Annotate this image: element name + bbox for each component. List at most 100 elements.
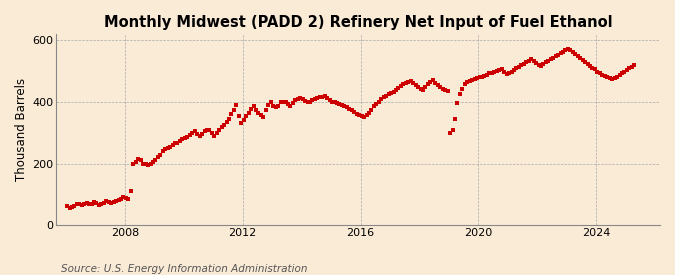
Point <box>226 112 237 116</box>
Point <box>388 90 399 94</box>
Point <box>543 59 554 63</box>
Point <box>133 157 144 161</box>
Point <box>172 140 183 145</box>
Point <box>430 81 441 85</box>
Point <box>607 76 618 81</box>
Point <box>349 109 360 114</box>
Point <box>523 59 534 63</box>
Point <box>148 160 159 164</box>
Point <box>121 196 132 200</box>
Point <box>317 95 328 99</box>
Point <box>111 198 122 203</box>
Point <box>236 121 246 126</box>
Point <box>204 128 215 132</box>
Point <box>214 128 225 132</box>
Point <box>76 203 87 207</box>
Point <box>256 112 267 117</box>
Point <box>469 76 480 81</box>
Point <box>315 95 325 99</box>
Point <box>324 98 335 103</box>
Point <box>283 102 294 106</box>
Point <box>450 117 460 121</box>
Point <box>207 130 217 135</box>
Point <box>582 62 593 66</box>
Point <box>489 69 500 74</box>
Point <box>304 100 315 104</box>
Point <box>96 202 107 207</box>
Point <box>253 111 264 115</box>
Point <box>182 135 193 139</box>
Point <box>234 114 244 118</box>
Point <box>587 66 598 70</box>
Point <box>595 71 605 76</box>
Point <box>464 79 475 83</box>
Point <box>393 86 404 90</box>
Point <box>481 73 492 77</box>
Point <box>265 100 276 104</box>
Title: Monthly Midwest (PADD 2) Refinery Net Input of Fuel Ethanol: Monthly Midwest (PADD 2) Refinery Net In… <box>104 15 612 30</box>
Point <box>91 201 102 205</box>
Point <box>322 96 333 100</box>
Point <box>310 97 321 101</box>
Point <box>337 103 348 107</box>
Point <box>555 51 566 55</box>
Point <box>72 201 82 206</box>
Point <box>447 128 458 132</box>
Point <box>391 88 402 92</box>
Point <box>572 54 583 58</box>
Point <box>538 62 549 66</box>
Point <box>624 66 634 71</box>
Point <box>113 198 124 202</box>
Point <box>155 153 165 157</box>
Point <box>169 141 180 146</box>
Point <box>381 94 392 98</box>
Point <box>423 82 433 86</box>
Point <box>135 158 146 163</box>
Point <box>472 76 483 80</box>
Point <box>379 95 389 99</box>
Point <box>398 82 409 86</box>
Point <box>61 204 72 208</box>
Point <box>157 149 168 153</box>
Point <box>277 100 288 104</box>
Point <box>408 81 418 85</box>
Point <box>622 68 632 73</box>
Point <box>496 67 507 72</box>
Point <box>462 79 472 84</box>
Point <box>268 103 279 108</box>
Point <box>192 132 202 136</box>
Point <box>484 71 495 76</box>
Point <box>553 53 564 57</box>
Point <box>601 75 612 79</box>
Point <box>494 68 505 73</box>
Point <box>574 56 585 60</box>
Point <box>445 130 456 135</box>
Point <box>415 87 426 91</box>
Point <box>376 97 387 101</box>
Point <box>373 100 384 104</box>
Point <box>599 73 610 78</box>
Point <box>406 79 416 83</box>
Point <box>560 48 571 52</box>
Point <box>250 107 261 112</box>
Point <box>288 101 298 106</box>
Point <box>501 72 512 76</box>
Point <box>477 74 487 79</box>
Point <box>219 123 230 127</box>
Point <box>366 107 377 112</box>
Point <box>491 69 502 73</box>
Point <box>300 99 310 103</box>
Point <box>425 79 436 84</box>
Point <box>354 112 364 117</box>
Point <box>275 100 286 104</box>
Point <box>302 100 313 104</box>
Point <box>86 202 97 207</box>
Point <box>128 161 138 166</box>
Point <box>167 143 178 147</box>
Point <box>550 54 561 58</box>
Point <box>189 129 200 133</box>
Point <box>238 118 249 123</box>
Point <box>165 144 176 149</box>
Point <box>508 68 519 73</box>
Point <box>334 102 345 106</box>
